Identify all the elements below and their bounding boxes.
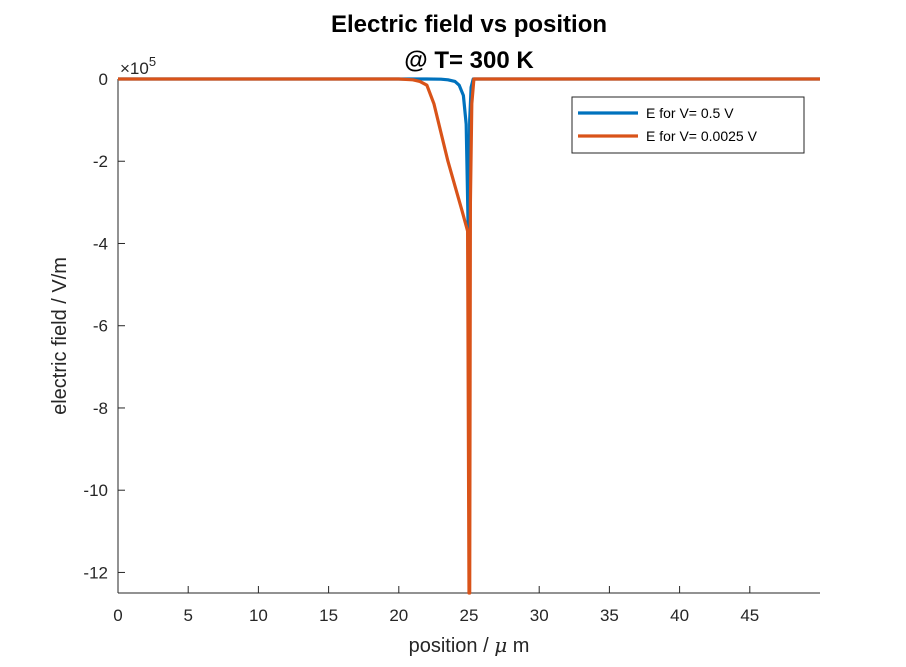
x-tick-label: 40 — [670, 606, 689, 625]
x-tick-label: 0 — [113, 606, 122, 625]
legend-label-2: E for V= 0.0025 V — [646, 128, 758, 144]
x-tick-label: 35 — [600, 606, 619, 625]
y-tick-label: -8 — [93, 399, 108, 418]
x-axis-label: position / μ m — [409, 633, 530, 657]
y-tick-label: -4 — [93, 234, 108, 253]
y-tick-label: -6 — [93, 317, 108, 336]
x-tick-label: 25 — [460, 606, 479, 625]
y-axis-label: electric field / V/m — [49, 257, 71, 415]
legend-box — [571, 96, 805, 154]
x-tick-label: 30 — [530, 606, 549, 625]
y-exponent-power: 5 — [149, 54, 156, 69]
chart-title-line-1: Electric field vs position — [331, 11, 607, 38]
x-axis-label-unit: m — [507, 635, 529, 657]
x-tick-label: 45 — [740, 606, 759, 625]
x-tick-label: 15 — [319, 606, 338, 625]
y-tick-label: -12 — [83, 563, 108, 582]
legend-label-1: E for V= 0.5 V — [646, 105, 734, 121]
x-axis-label-mu: μ — [494, 633, 507, 657]
y-exponent-base: ×10 — [120, 59, 149, 78]
x-tick-label: 5 — [183, 606, 192, 625]
y-tick-label: 0 — [99, 70, 108, 89]
chart-title-line-2: @ T= 300 K — [404, 47, 534, 74]
x-tick-label: 10 — [249, 606, 268, 625]
x-tick-label: 20 — [389, 606, 408, 625]
y-tick-label: -2 — [93, 152, 108, 171]
series-line-2 — [118, 77, 820, 595]
x-axis-label-text: position / — [409, 635, 495, 657]
y-exponent-label: ×105 — [120, 54, 156, 78]
y-tick-label: -10 — [83, 481, 108, 500]
